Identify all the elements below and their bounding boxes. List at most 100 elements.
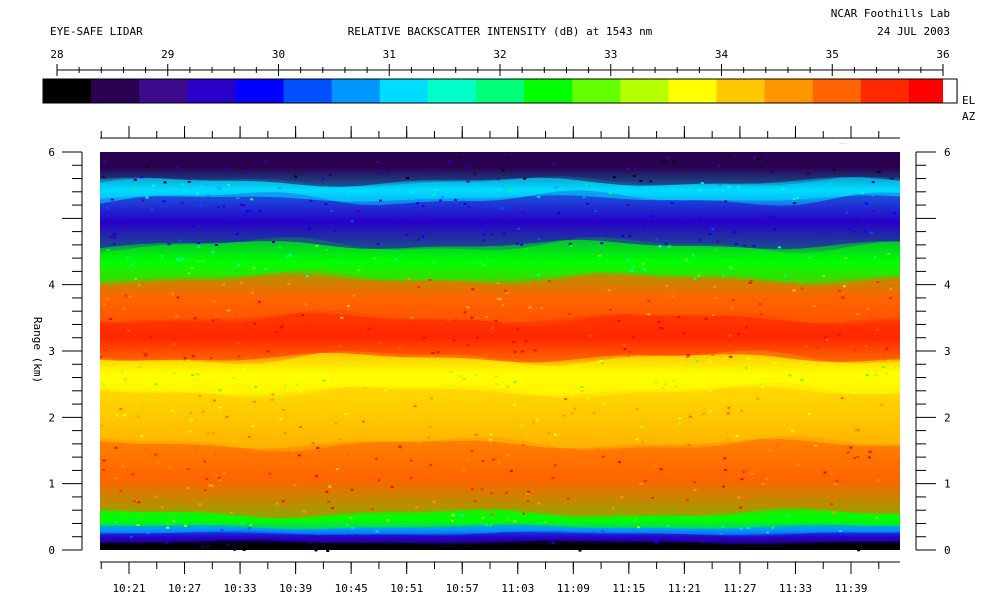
heatmap-speckle (547, 280, 551, 283)
heatmap-speckle (150, 538, 154, 541)
heatmap-speckle (833, 168, 836, 171)
heatmap-speckle (749, 301, 753, 304)
heatmap-speckle (657, 376, 661, 379)
heatmap-speckle (379, 472, 383, 474)
heatmap-speckle (792, 198, 796, 201)
heatmap-speckle (585, 303, 589, 306)
heatmap-speckle (804, 362, 808, 365)
heatmap-speckle (647, 313, 651, 316)
heatmap-speckle (718, 184, 722, 187)
heatmap-speckle (701, 540, 705, 543)
heatmap-speckle (551, 541, 555, 544)
heatmap-speckle (884, 444, 887, 447)
heatmap-speckle (731, 299, 735, 302)
heatmap-speckle (195, 426, 199, 429)
heatmap-speckle (171, 409, 175, 412)
left-range-tick-label: 3 (48, 345, 55, 358)
heatmap-speckle (662, 160, 666, 163)
heatmap-speckle (484, 316, 488, 318)
heatmap-speckle (277, 187, 281, 190)
heatmap-speckle (398, 346, 402, 349)
heatmap-speckle (505, 491, 508, 494)
heatmap-speckle (432, 500, 436, 503)
heatmap-speckle (303, 305, 307, 308)
time-tick-label: 11:15 (612, 582, 645, 595)
heatmap-speckle (668, 245, 672, 248)
heatmap-speckle (693, 489, 697, 491)
backscatter-heatmap: 0–0.12 km: 28 dB0.12–0.25 km: 29.3 dB0.2… (99, 143, 901, 558)
heatmap-speckle (823, 311, 827, 314)
heatmap-speckle (662, 371, 666, 374)
heatmap-speckle (546, 356, 550, 359)
heatmap-speckle (466, 180, 470, 183)
heatmap-speckle (795, 197, 799, 199)
heatmap-speckle (299, 426, 302, 428)
heatmap-speckle (302, 510, 306, 513)
heatmap-speckle (413, 323, 417, 326)
heatmap-speckle (331, 303, 334, 306)
heatmap-speckle (484, 546, 488, 549)
heatmap-speckle (484, 523, 488, 526)
heatmap-speckle (377, 172, 381, 175)
heatmap-speckle (190, 267, 194, 270)
time-tick-label: 10:33 (224, 582, 257, 595)
heatmap-speckle (312, 219, 316, 222)
heatmap-speckle (149, 336, 153, 339)
heatmap-speckle (175, 315, 179, 318)
plot-title: RELATIVE BACKSCATTER INTENSITY (dB) at 1… (348, 25, 653, 38)
heatmap-speckle (225, 415, 229, 418)
heatmap-speckle (808, 412, 811, 415)
heatmap-speckle (450, 520, 454, 522)
heatmap-speckle (176, 167, 180, 169)
time-tick-label: 11:09 (557, 582, 590, 595)
heatmap-speckle (297, 368, 301, 371)
heatmap-speckle (740, 409, 744, 412)
heatmap-speckle (161, 255, 164, 258)
heatmap-speckle (373, 257, 377, 260)
colorbar-tick-label: 28 (50, 48, 63, 61)
heatmap-speckle (537, 264, 541, 267)
heatmap-speckle (855, 453, 858, 456)
heatmap-speckle (133, 420, 137, 423)
heatmap-speckle (885, 290, 889, 293)
heatmap-speckle (386, 519, 390, 522)
heatmap-speckle (689, 444, 693, 447)
plot-top-mask (99, 144, 901, 152)
heatmap-speckle (506, 518, 510, 521)
heatmap-speckle (612, 176, 616, 179)
heatmap-speckle (109, 318, 113, 321)
heatmap-speckle (264, 159, 268, 162)
heatmap-speckle (335, 420, 339, 423)
heatmap-speckle (729, 355, 733, 358)
heatmap-speckle (771, 526, 775, 529)
heatmap-speckle (211, 485, 214, 487)
time-tick-label: 11:03 (501, 582, 534, 595)
heatmap-speckle (226, 543, 230, 546)
heatmap-speckle (653, 539, 657, 542)
heatmap-speckle (153, 424, 157, 427)
heatmap-speckle (187, 272, 191, 275)
heatmap-speckle (642, 226, 646, 229)
heatmap-speckle (686, 355, 689, 358)
heatmap-layer: 0.25–0.35 km: 30.8 dB (100, 524, 900, 535)
heatmap-speckle (864, 286, 867, 289)
heatmap-speckle (586, 397, 590, 400)
heatmap-speckle (463, 202, 467, 205)
heatmap-speckle (509, 189, 513, 192)
heatmap-layer: 5.55–6 km: 28.6 dB (100, 143, 900, 187)
heatmap-speckle (837, 289, 841, 292)
heatmap-speckle (430, 167, 434, 170)
heatmap-speckle (489, 273, 493, 276)
heatmap-speckle (297, 454, 301, 457)
heatmap-speckle (724, 468, 728, 471)
heatmap-speckle (176, 258, 179, 261)
heatmap-speckle (699, 189, 703, 192)
heatmap-speckle (709, 361, 713, 363)
heatmap-speckle (745, 326, 749, 329)
colorbar (43, 79, 958, 103)
heatmap-speckle (885, 372, 889, 375)
heatmap-speckle (772, 216, 776, 219)
heatmap-speckle (253, 322, 257, 325)
heatmap-speckle (440, 171, 444, 174)
